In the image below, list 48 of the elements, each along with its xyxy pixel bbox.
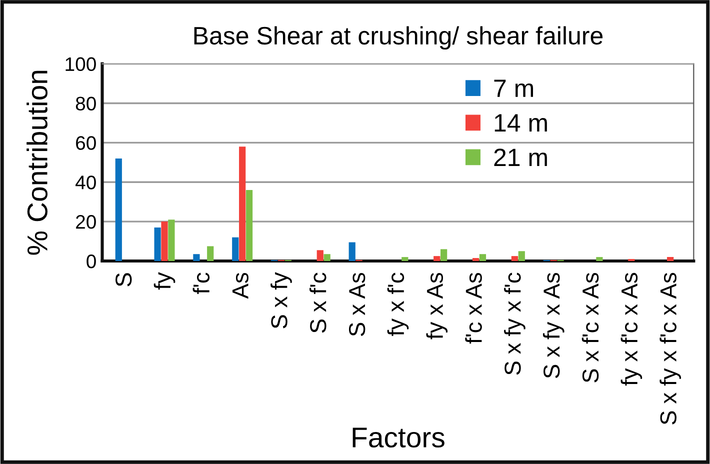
x-tick-label: S x fy x f'c	[504, 272, 526, 375]
legend-label: 14 m	[494, 114, 547, 132]
legend-label: 21 m	[494, 148, 547, 166]
y-tick-label: 0	[86, 254, 96, 268]
bar	[402, 257, 408, 261]
chart-title: Base Shear at crushing/ shear failure	[194, 26, 603, 50]
legend-label: 7 m	[494, 80, 534, 97]
x-tick-label: fy x As	[426, 272, 448, 340]
y-tick-label: 20	[76, 215, 96, 229]
x-tick-label: f'c	[192, 272, 210, 294]
x-tick-label: fy	[154, 272, 176, 290]
bar	[324, 254, 330, 261]
y-tick-label: 40	[76, 176, 96, 190]
y-tick-label: 60	[76, 136, 96, 150]
bar	[161, 222, 168, 261]
bar	[596, 257, 603, 261]
x-tick-label: S x As	[348, 272, 366, 336]
bar	[168, 220, 175, 261]
x-tick-label: S x f'c	[309, 272, 326, 333]
x-axis-title: Factors	[352, 428, 444, 448]
bar	[518, 251, 525, 261]
x-tick-label: S x fy x As	[542, 272, 564, 378]
bar	[348, 242, 356, 261]
y-tick-label: 80	[76, 96, 96, 110]
bar	[316, 250, 324, 261]
bar	[479, 254, 486, 261]
bar	[246, 190, 253, 261]
y-tick-label: 100	[66, 57, 96, 72]
x-tick-label: S x fy	[270, 272, 292, 328]
x-tick-label: f'c x As	[465, 272, 482, 344]
x-tick-label: S x fy x f'c x As	[660, 272, 682, 424]
bar	[154, 227, 161, 261]
x-tick-label: fy x f'c x As	[620, 272, 642, 386]
bar	[115, 158, 122, 261]
bar	[511, 256, 518, 261]
bar	[232, 237, 239, 261]
bar	[440, 249, 448, 261]
x-tick-label: S	[116, 273, 132, 286]
x-tick-label: S x f'c x As	[582, 272, 599, 382]
x-tick-label: fy x f'c	[387, 272, 409, 336]
x-tick-label: As	[232, 272, 248, 299]
bar	[472, 258, 480, 261]
bar	[667, 257, 674, 261]
bar	[434, 256, 440, 261]
bar	[239, 146, 246, 261]
y-axis-title: % Contribution	[26, 70, 48, 255]
bar	[207, 246, 214, 261]
bar	[193, 254, 200, 261]
